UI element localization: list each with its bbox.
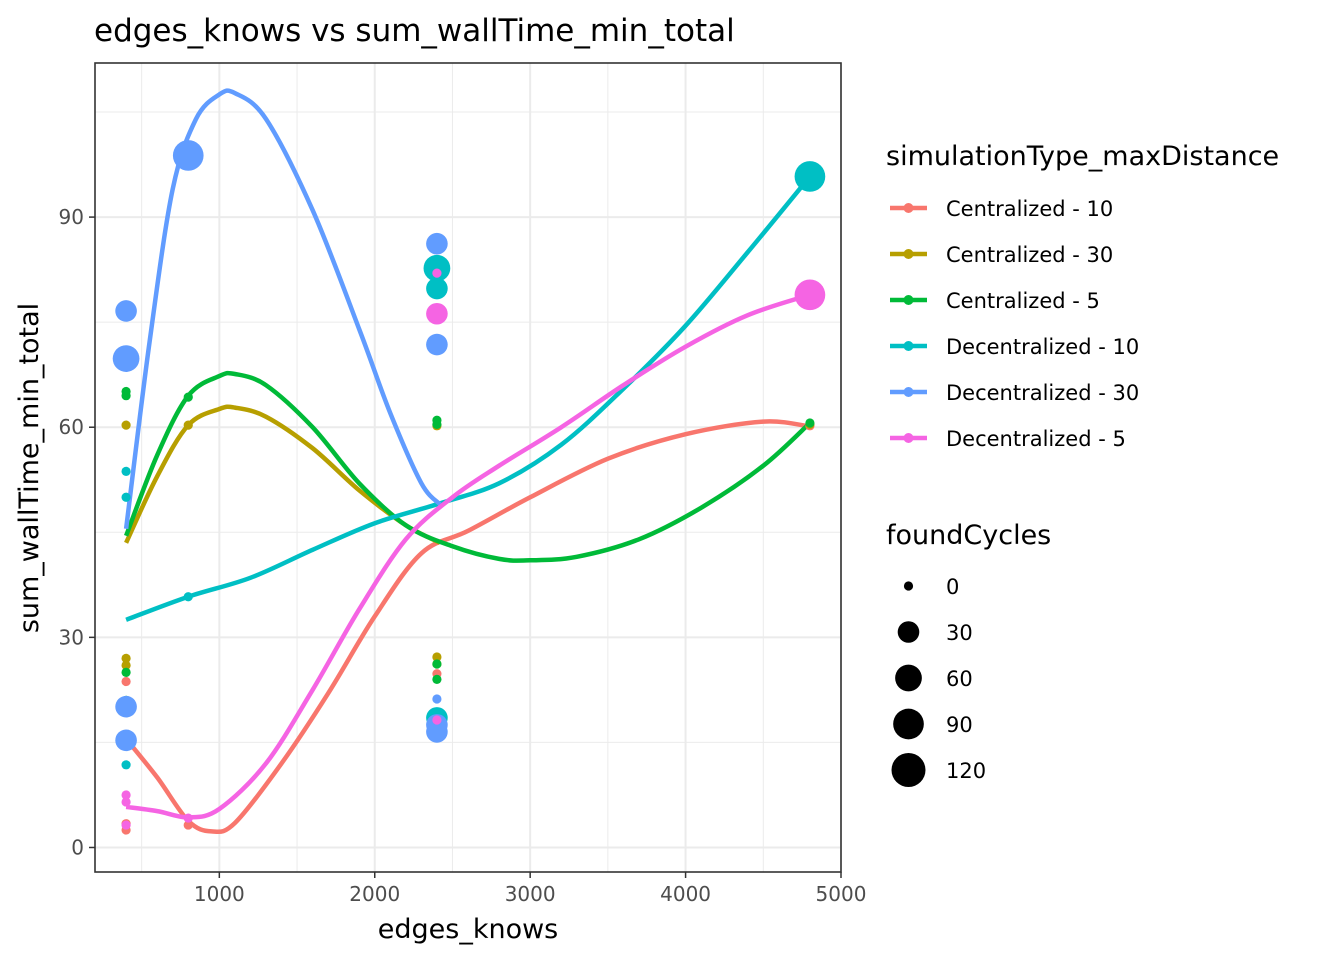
size-legend-label: 0 bbox=[946, 575, 959, 599]
data-point-centralized-10 bbox=[121, 676, 131, 687]
data-point-decentralized-10 bbox=[121, 492, 131, 502]
size-legend-label: 90 bbox=[946, 713, 973, 737]
data-point-decentralized-30 bbox=[172, 140, 204, 171]
data-point-decentralized-30 bbox=[115, 695, 137, 718]
size-legend-label: 120 bbox=[946, 759, 986, 783]
smooth-line-decentralized-30 bbox=[123, 88, 442, 530]
color-legend: simulationType_maxDistance Centralized -… bbox=[886, 141, 1279, 451]
size-legend-dot bbox=[893, 708, 924, 740]
y-axis: 0 30 60 90 bbox=[59, 205, 95, 859]
size-legend-title: foundCycles bbox=[886, 520, 1051, 551]
data-point-decentralized-5 bbox=[183, 813, 193, 823]
plot-border bbox=[94, 62, 842, 873]
data-point-centralized-5 bbox=[121, 386, 131, 397]
data-point-centralized-30 bbox=[121, 420, 131, 430]
data-point-centralized-5 bbox=[183, 392, 193, 402]
smooth-line-centralized-10 bbox=[124, 419, 811, 835]
legend-label-centralized-30: Centralized - 30 bbox=[946, 243, 1113, 267]
data-point-decentralized-10 bbox=[423, 254, 451, 282]
data-point-decentralized-30 bbox=[426, 232, 448, 255]
size-legend-label: 30 bbox=[946, 621, 973, 645]
data-point-decentralized-5 bbox=[426, 302, 448, 325]
color-legend-title: simulationType_maxDistance bbox=[886, 141, 1279, 172]
x-tick-label: 3000 bbox=[505, 882, 556, 906]
legend-key-dot-decentralized-5 bbox=[903, 433, 914, 443]
y-axis-title: sum_wallTime_min_total bbox=[14, 303, 45, 633]
data-point-decentralized-30 bbox=[426, 333, 448, 356]
data-point-centralized-30 bbox=[432, 652, 442, 662]
legend-key-dot-decentralized-30 bbox=[903, 387, 914, 397]
y-tick-label: 90 bbox=[59, 205, 84, 229]
data-point-centralized-30 bbox=[121, 660, 131, 670]
x-tick-label: 5000 bbox=[816, 882, 867, 906]
legend-label-decentralized-5: Decentralized - 5 bbox=[946, 427, 1126, 451]
x-tick-label: 2000 bbox=[349, 882, 400, 906]
data-point-centralized-5 bbox=[432, 415, 442, 425]
legend-key-dot-centralized-30 bbox=[903, 249, 914, 259]
data-point-centralized-5 bbox=[805, 418, 815, 428]
smooth-line-decentralized-10 bbox=[125, 175, 812, 622]
data-point-decentralized-10 bbox=[794, 161, 826, 192]
data-points bbox=[112, 140, 826, 835]
data-point-centralized-30 bbox=[121, 653, 131, 663]
size-legend-label: 60 bbox=[946, 667, 973, 691]
data-point-decentralized-10 bbox=[121, 466, 131, 476]
legend-key-dot-decentralized-10 bbox=[903, 341, 914, 351]
data-point-decentralized-5 bbox=[432, 268, 442, 278]
x-axis: 1000 2000 3000 4000 5000 bbox=[194, 872, 867, 906]
data-point-decentralized-30 bbox=[115, 300, 137, 322]
y-tick-label: 0 bbox=[71, 835, 84, 859]
data-point-decentralized-30 bbox=[432, 694, 442, 704]
legend-key-dot-centralized-5 bbox=[903, 295, 914, 305]
legend-label-centralized-10: Centralized - 10 bbox=[946, 197, 1113, 221]
smooth-line-centralized-5 bbox=[124, 370, 812, 563]
legend-label-decentralized-10: Decentralized - 10 bbox=[946, 335, 1139, 359]
data-point-centralized-5 bbox=[121, 667, 131, 677]
data-point-decentralized-30 bbox=[112, 345, 140, 372]
data-point-decentralized-5 bbox=[121, 797, 131, 807]
data-point-decentralized-10 bbox=[121, 760, 131, 770]
chart-title: edges_knows vs sum_wallTime_min_total bbox=[94, 13, 735, 49]
data-point-decentralized-10 bbox=[183, 592, 193, 602]
data-point-centralized-30 bbox=[183, 420, 193, 430]
legend-label-centralized-5: Centralized - 5 bbox=[946, 289, 1100, 313]
data-point-decentralized-5 bbox=[432, 715, 442, 725]
smooth-line-decentralized-5 bbox=[125, 292, 811, 820]
size-legend: foundCycles 0 30 60 90 120 bbox=[886, 520, 1051, 787]
data-point-centralized-5 bbox=[432, 659, 442, 669]
plot-background bbox=[95, 63, 841, 872]
data-point-decentralized-30 bbox=[426, 714, 448, 736]
size-legend-dot bbox=[895, 664, 922, 692]
data-point-decentralized-5 bbox=[794, 279, 826, 311]
x-tick-label: 4000 bbox=[660, 882, 711, 906]
data-point-decentralized-5 bbox=[121, 790, 131, 800]
y-tick-label: 30 bbox=[59, 625, 84, 649]
plot-panel bbox=[94, 62, 842, 873]
size-legend-dot bbox=[903, 581, 914, 591]
data-point-centralized-5 bbox=[432, 674, 442, 684]
data-point-centralized-10 bbox=[183, 820, 193, 830]
x-tick-label: 1000 bbox=[194, 882, 245, 906]
data-point-decentralized-10 bbox=[426, 277, 448, 300]
smooth-lines bbox=[123, 88, 812, 835]
x-axis-title: edges_knows bbox=[378, 914, 558, 945]
size-legend-dot bbox=[891, 753, 926, 787]
legend-label-decentralized-30: Decentralized - 30 bbox=[946, 381, 1139, 405]
data-point-decentralized-30 bbox=[115, 729, 137, 752]
size-legend-dot bbox=[897, 621, 920, 643]
legend-key-dot-centralized-10 bbox=[903, 203, 914, 213]
y-tick-label: 60 bbox=[59, 415, 84, 439]
data-point-decentralized-5 bbox=[121, 820, 131, 830]
